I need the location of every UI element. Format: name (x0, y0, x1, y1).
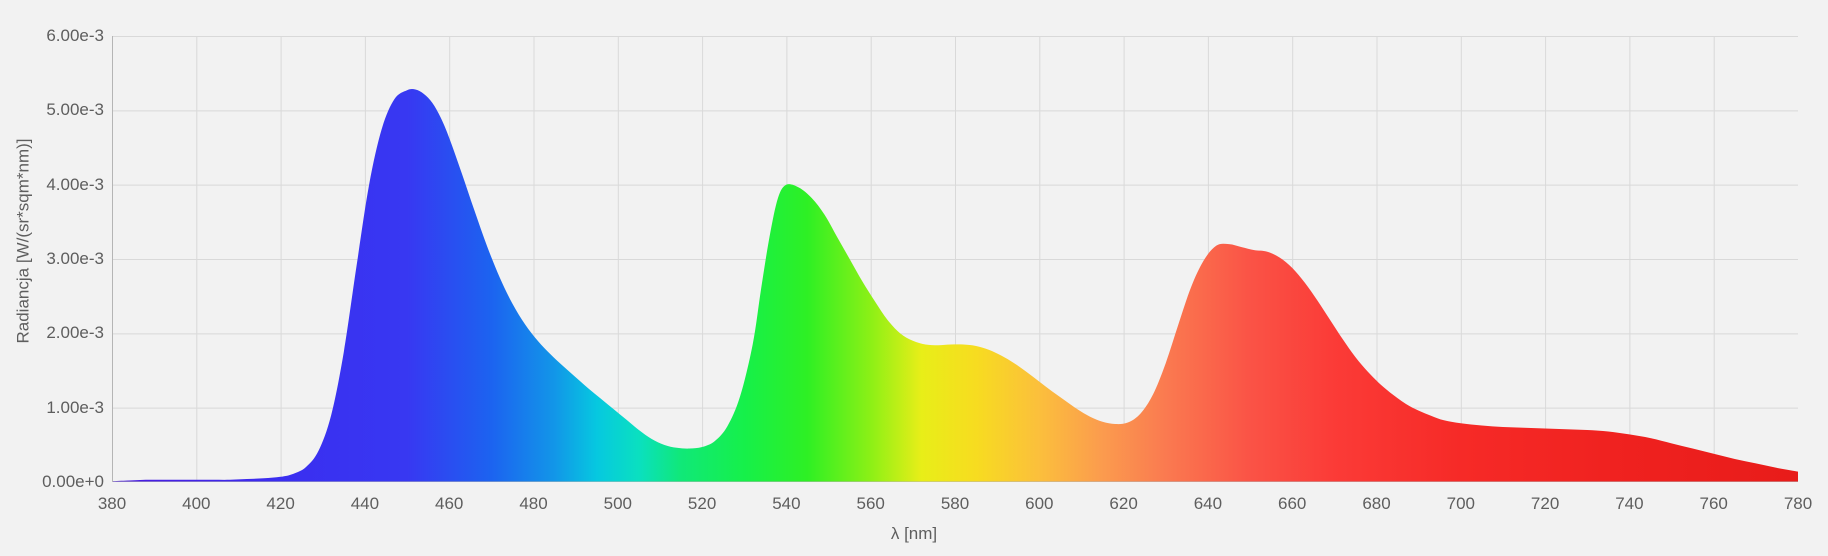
x-axis-title: λ [nm] (0, 524, 1828, 544)
y-axis-title-text: Radiancja [W/(sr*sqm*nm)] (13, 138, 32, 344)
x-tick-label: 380 (97, 494, 127, 513)
x-tick-label: 660 (1278, 494, 1307, 513)
x-tick-label: 560 (856, 494, 885, 513)
x-tick-label: 540 (772, 494, 801, 513)
x-tick-label: 460 (435, 494, 464, 513)
y-tick-label: 0.00e+0 (42, 472, 104, 491)
x-tick-label: 640 (1193, 494, 1223, 513)
x-tick-label: 580 (940, 494, 970, 513)
x-tick-label: 520 (687, 494, 717, 513)
x-tick-label: 760 (1699, 494, 1728, 513)
x-tick-label: 420 (266, 494, 295, 513)
x-tick-label: 720 (1530, 494, 1560, 513)
y-tick-label: 5.00e-3 (46, 100, 104, 120)
x-tick-label: 680 (1362, 494, 1391, 513)
y-tick-label: 2.00e-3 (46, 323, 104, 343)
y-tick-label: 6.00e-3 (46, 26, 104, 45)
y-axis-title: Radiancja [W/(sr*sqm*nm)] (6, 0, 40, 482)
x-tick-label: 600 (1025, 494, 1054, 513)
x-tick-label: 620 (1109, 494, 1138, 513)
x-tick-label: 400 (182, 494, 211, 513)
spectrum-plot-svg (112, 36, 1798, 482)
x-tick-label: 440 (350, 494, 380, 513)
x-tick-label: 500 (603, 494, 632, 513)
y-tick-label: 4.00e-3 (46, 174, 104, 194)
spectrum-area-path (112, 89, 1798, 482)
x-axis-title-text: λ [nm] (890, 524, 938, 543)
y-axis-tick-labels: 0.00e+0 1.00e-3 2.00e-3 3.00e-3 4.00e-3 5.00e… (0, 0, 104, 556)
x-tick-label: 480 (519, 494, 548, 513)
x-tick-label: 740 (1615, 494, 1644, 513)
y-tick-label: 3.00e-3 (46, 249, 104, 268)
x-tick-label: 700 (1446, 494, 1475, 513)
x-tick-label: 780 (1783, 494, 1813, 513)
plot-area (112, 36, 1798, 482)
y-tick-label: 1.00e-3 (46, 397, 104, 417)
